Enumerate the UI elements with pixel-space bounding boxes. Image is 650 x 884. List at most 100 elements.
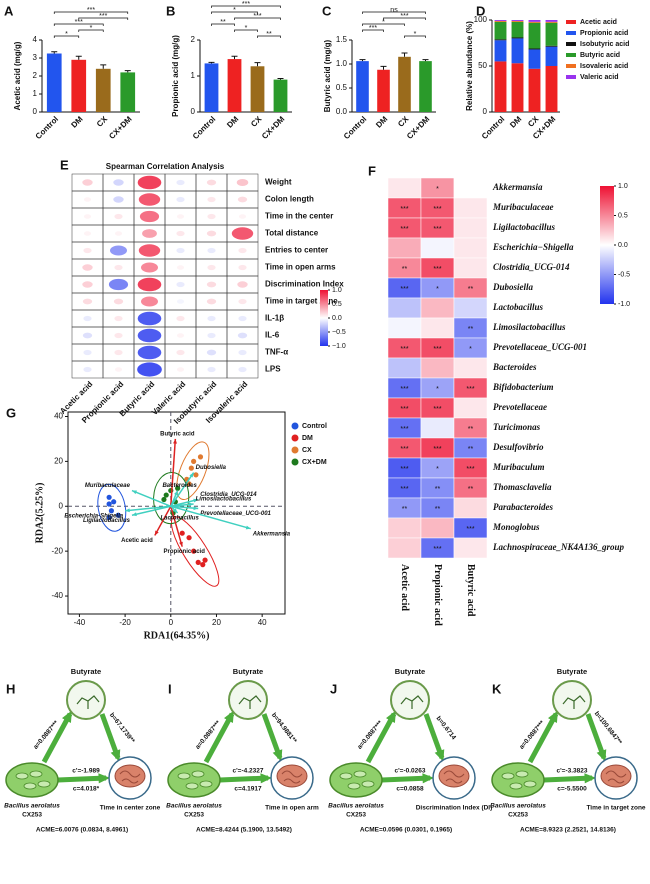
- error-bar: [100, 64, 107, 69]
- point: [179, 530, 185, 536]
- legend-swatch: [566, 64, 576, 68]
- arrow-head: [422, 773, 434, 784]
- x-tick-label: Control: [191, 115, 217, 141]
- correlation-bubble: [113, 179, 124, 186]
- significance-label: ***: [433, 206, 441, 213]
- bar-segment: [528, 21, 541, 23]
- path-arrow: [99, 713, 121, 759]
- mediator-label: Butyrate: [557, 667, 587, 676]
- heatmap-cell: [387, 517, 422, 539]
- row-label: Desulfovibrio: [492, 442, 544, 452]
- row-label: Discrimination Index: [265, 280, 344, 289]
- arrow-head: [547, 710, 558, 723]
- correlation-bubble: [231, 227, 254, 240]
- correlation-bubble: [176, 315, 185, 322]
- strain-label: CX253: [508, 812, 528, 819]
- bar: [250, 66, 265, 112]
- arrow-head: [131, 490, 137, 495]
- loading-label: Acetic acid: [121, 538, 153, 544]
- bar-segment: [528, 20, 541, 22]
- significance-label: **: [402, 506, 408, 513]
- colorbar-tick-label: −1.0: [332, 343, 346, 350]
- bar-segment: [545, 21, 558, 23]
- correlation-bubble: [82, 332, 93, 339]
- legend-label: Acetic acid: [580, 19, 617, 26]
- correlation-bubble: [83, 214, 92, 219]
- panel-label: B: [166, 3, 175, 18]
- bacterium: [37, 780, 51, 788]
- correlation-bubble: [238, 366, 247, 373]
- heatmap-cell: [387, 237, 422, 259]
- molecule: [238, 695, 262, 709]
- significance-label: ***: [87, 7, 95, 14]
- correlation-bubble: [176, 179, 185, 186]
- legend-label: Butyric acid: [580, 52, 620, 59]
- heatmap-cell: [453, 257, 488, 279]
- point: [106, 494, 112, 500]
- point: [188, 465, 194, 471]
- correlation-bubble: [137, 311, 162, 326]
- significance-label: ***: [400, 466, 408, 473]
- colorbar-tick-label: -1.0: [618, 301, 630, 308]
- x-tick-label: 20: [212, 618, 221, 627]
- heatmap-cell: [453, 397, 488, 419]
- x-tick-label: Control: [480, 115, 506, 141]
- correlation-bubble: [137, 277, 162, 292]
- significance-label: **: [266, 31, 272, 38]
- heatmap-cell: [453, 297, 488, 319]
- loading-label: Butyric acid: [160, 432, 195, 438]
- correlation-bubble: [176, 214, 185, 219]
- correlation-bubble: [176, 230, 185, 237]
- bacteria-icon: [491, 762, 545, 798]
- significance-label: ***: [466, 386, 474, 393]
- heatmap-cell: [453, 497, 488, 519]
- arrow-head: [223, 710, 234, 723]
- correlation-bubble: [207, 196, 216, 203]
- x-tick-label: CX: [95, 114, 110, 129]
- mediator-label: Butyrate: [395, 667, 425, 676]
- correlation-bubble: [238, 298, 247, 305]
- correlation-bubble: [238, 349, 247, 356]
- path-c-prime-label: c'=-0.0263: [394, 768, 425, 775]
- legend-swatch: [566, 20, 576, 24]
- correlation-bubble: [83, 231, 92, 236]
- y-tick-label: 3: [33, 53, 38, 62]
- row-label: Entries to center: [265, 246, 328, 255]
- correlation-bubble: [237, 332, 248, 339]
- bar: [227, 59, 242, 112]
- significance-label: *: [233, 7, 236, 14]
- path-arrow: [585, 713, 607, 759]
- molecule: [400, 695, 424, 709]
- y-axis-label: Butyric acid (mg/g): [323, 39, 332, 112]
- significance-label: **: [468, 486, 474, 493]
- loading-label: Akkermansia: [252, 531, 291, 537]
- row-label: Turicimonas: [493, 422, 541, 432]
- y-tick-label: 0.5: [336, 83, 348, 92]
- row-label: Prevotellaceae_UCG-001: [493, 342, 587, 352]
- point: [106, 501, 112, 507]
- significance-label: ***: [400, 13, 408, 20]
- bacterium: [339, 772, 353, 780]
- arrow-head: [385, 710, 396, 723]
- row-label: Time in open arms: [265, 263, 336, 272]
- error-bar: [51, 51, 58, 54]
- path-arrow: [261, 713, 283, 759]
- arrow-head: [193, 498, 199, 503]
- bar-segment: [528, 48, 541, 50]
- y-axis-label: Acetic acid (mg/g): [13, 41, 22, 110]
- bar-segment: [494, 39, 507, 41]
- panel-label: F: [368, 163, 376, 178]
- significance-label: *: [436, 466, 439, 473]
- significance-label: **: [468, 326, 474, 333]
- heatmap-cell: [387, 317, 422, 339]
- correlation-bubble: [113, 196, 124, 203]
- arrow-head: [173, 438, 177, 444]
- colorbar-tick-label: -0.5: [618, 271, 630, 278]
- bacterium: [15, 772, 29, 780]
- bar: [71, 59, 87, 112]
- legend-label: CX: [302, 447, 312, 454]
- bar: [46, 53, 62, 112]
- arrow-head: [189, 472, 194, 478]
- significance-bracket: [78, 29, 104, 32]
- arrow-head: [172, 508, 178, 513]
